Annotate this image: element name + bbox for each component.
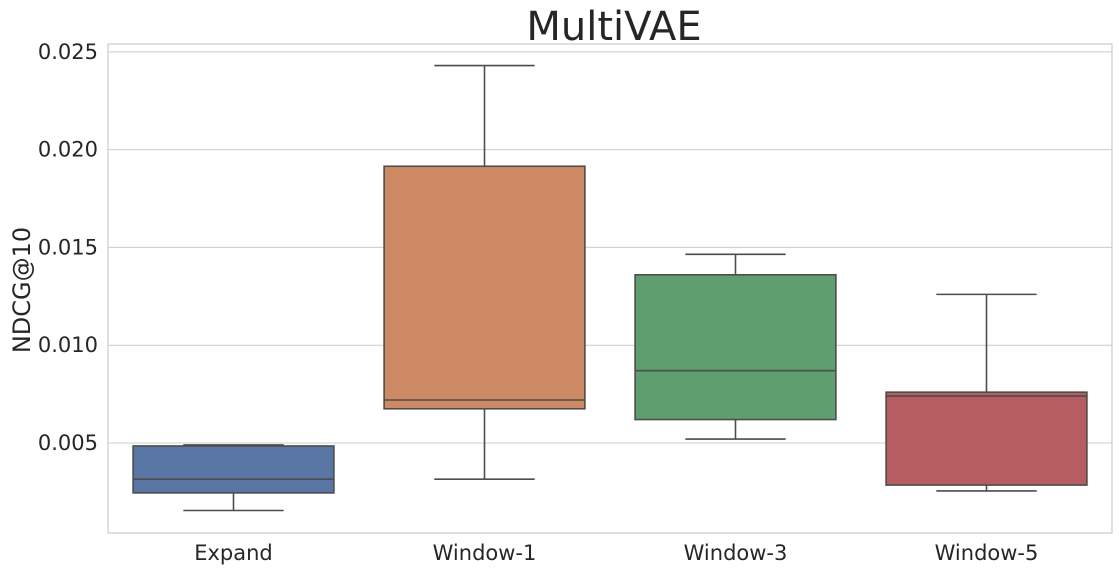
iqr-box (634, 274, 837, 421)
y-tick-label: 0.020 (38, 138, 98, 162)
y-axis-label: NDCG@10 (8, 227, 36, 353)
plot-frame (107, 43, 1113, 534)
box-window-1 (383, 64, 586, 481)
box-expand (132, 444, 335, 512)
chart-title: MultiVAE (526, 4, 701, 50)
y-tick-label: 0.015 (38, 235, 98, 259)
box-series (132, 64, 1088, 512)
box-window-3 (634, 253, 837, 440)
x-tick-label: Window-3 (684, 541, 788, 565)
y-tick-label: 0.005 (38, 431, 98, 455)
box-window-5 (885, 293, 1088, 492)
y-axis-ticks: 0.005 0.010 0.015 0.020 0.025 (38, 40, 98, 455)
x-axis-ticks: Expand Window-1 Window-3 Window-5 (194, 541, 1038, 565)
y-tick-label: 0.010 (38, 333, 98, 357)
gridlines (108, 51, 1112, 444)
iqr-box (383, 165, 586, 410)
x-tick-label: Window-1 (433, 541, 537, 565)
x-tick-label: Expand (194, 541, 273, 565)
y-tick-label: 0.025 (38, 40, 98, 64)
iqr-box (132, 445, 335, 494)
iqr-box (885, 391, 1088, 486)
x-tick-label: Window-5 (935, 541, 1039, 565)
